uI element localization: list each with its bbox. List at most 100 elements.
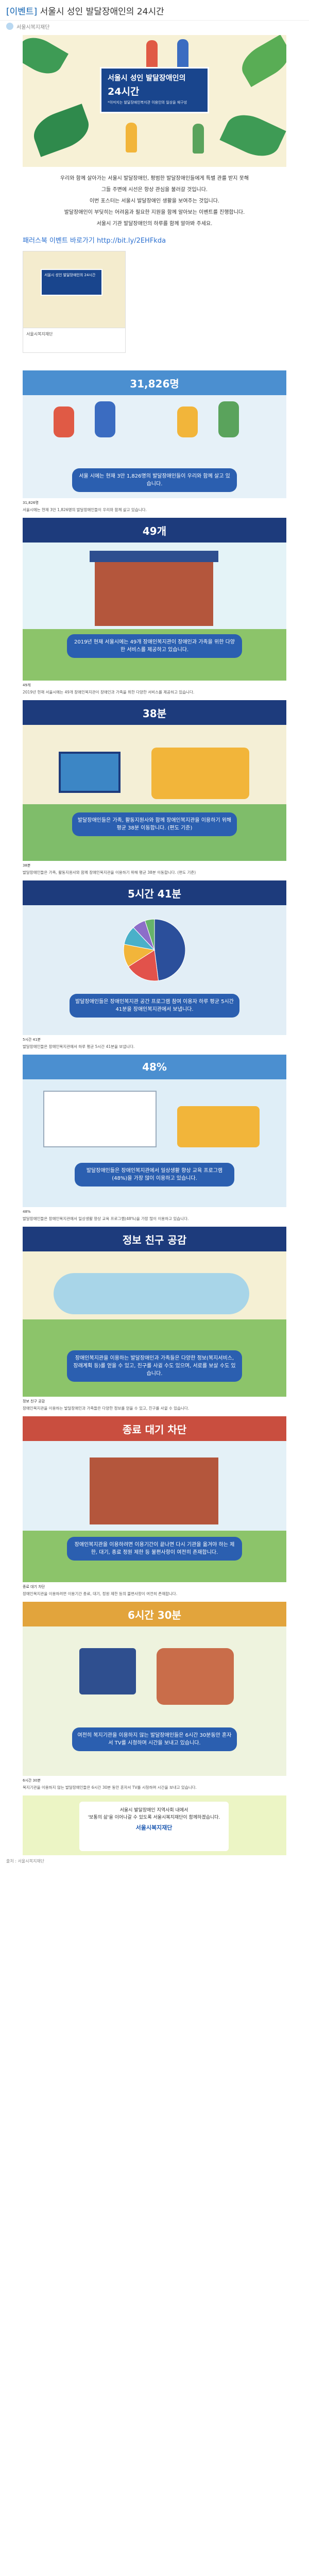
intro-line: 서울시 기관 발달장애인의 하루를 함께 알아봐 주세요.: [96, 221, 213, 227]
section-31826: 31,826명 서울 시에는 현재 3만 1,826명의 발달장애인들이 우리와…: [23, 370, 286, 498]
source-note: 출처 : 서울시복지재단: [6, 1859, 45, 1863]
hero-poster: 서울시 성인 발달장애인의 24시간 *이미지는 발달장애인복지관 이용인의 일…: [23, 35, 286, 167]
author-name[interactable]: 서울시복지재단: [16, 24, 50, 30]
person-illustration: [177, 39, 188, 69]
stat-description: 장애인복지관을 이용하는 발달장애인과 가족들은 다양한 정보(복지서비스, 장…: [67, 1350, 242, 1382]
caption-text: 장애인복지관을 이용하는 발달장애인과 가족들은 다양한 정보를 얻을 수 있고…: [23, 1406, 190, 1411]
caption-text: 발달장애인들은 장애인복지관에서 하루 평균 5시간 41분을 보냅니다.: [23, 1044, 135, 1049]
footer-banner: 서울시 발달장애인 지역사회 내에서 '보통의 삶'을 이어나갈 수 있도록 서…: [23, 1795, 286, 1855]
hero-title-card: 서울시 성인 발달장애인의 24시간 *이미지는 발달장애인복지관 이용인의 일…: [100, 67, 209, 113]
section-48pct: 48% 발달장애인들은 장애인복지관에서 일상생활 향상 교육 프로그램(48%…: [23, 1055, 286, 1207]
sofa-illustration: [157, 1648, 234, 1705]
caption-title: 6시간 30분: [23, 1778, 41, 1783]
stat-band: 49개: [23, 518, 286, 543]
leaf-decoration: [235, 35, 286, 87]
leaf-decoration: [23, 35, 68, 81]
person-illustration: [54, 406, 74, 437]
author-avatar[interactable]: [6, 23, 13, 30]
classroom-illustration: [177, 1106, 260, 1147]
link-preview-caption[interactable]: 서울시복지재단: [23, 328, 126, 353]
caption-title: 정보 친구 공감: [23, 1399, 45, 1403]
whiteboard-illustration: [43, 1091, 157, 1147]
bus-illustration: [151, 748, 249, 799]
stat-band: 48%: [23, 1055, 286, 1079]
stat-description: 발달장애인들은 가족, 활동지원사와 함께 장애인복지관을 이용하기 위해 평균…: [72, 812, 237, 836]
caption-title: 38분: [23, 863, 31, 868]
link-preview-title: 서울시 성인 발달장애인의 24시간: [41, 269, 102, 296]
person-illustration: [146, 40, 158, 70]
stat-description: 2019년 현재 서울시에는 49개 장애인복지관이 장애인과 가족을 위한 다…: [67, 634, 242, 658]
caption-title: 종료 대기 차단: [23, 1585, 45, 1589]
intro-line: 이번 포스터는 서울시 발달장애인 생활을 보여주는 것입니다.: [89, 198, 220, 204]
footer-line1: 서울시 발달장애인 지역사회 내에서: [119, 1808, 188, 1813]
section-caption: 49개 2019년 현재 서울시에는 49개 장애인복지관이 장애인과 가족을 위…: [0, 681, 309, 700]
stat-description: 발달장애인들은 장애인복지관에서 일상생활 향상 교육 프로그램(48%)을 가…: [75, 1163, 234, 1187]
event-link-url[interactable]: http://bit.ly/2EHFkda: [96, 237, 166, 245]
leaf-decoration: [28, 104, 94, 157]
caption-text: 서울시에는 현재 3만 1,826명의 발달장애인들이 우리와 함께 살고 있습…: [23, 507, 147, 512]
person-illustration: [177, 406, 198, 437]
stat-band: 6시간 30분: [23, 1602, 286, 1626]
pie-slice: [128, 950, 159, 981]
caption-text: 장애인복지관을 이용하려면 이용기간 종료, 대기, 정원 제한 등의 불편사항…: [23, 1591, 178, 1596]
person-illustration: [193, 124, 204, 154]
intro-text: 우리와 함께 살아가는 서울시 발달장애인, 평범한 발달장애인들에게 특별 관…: [0, 167, 309, 228]
caption-text: 2019년 현재 서울시에는 49개 장애인복지관이 장애인과 가족을 위한 다…: [23, 690, 195, 694]
event-link[interactable]: 패러스북 이벤트 바로가기 http://bit.ly/2EHFkda: [0, 231, 309, 249]
leaf-decoration: [219, 107, 286, 164]
building-illustration: [95, 559, 213, 626]
section-630: 6시간 30분 여전히 복지기관을 이용하지 않는 발달장애인들은 6시간 30…: [23, 1602, 286, 1776]
section-caption: 38분 발달장애인들은 가족, 활동지원사와 함께 장애인복지관을 이용하기 위해…: [0, 861, 309, 880]
person-illustration: [218, 401, 239, 437]
hero-line2: 24시간: [108, 86, 140, 97]
footer-brand: 서울시복지재단: [135, 1824, 173, 1831]
section-38min: 38분 발달장애인들은 가족, 활동지원사와 함께 장애인복지관을 이용하기 위…: [23, 700, 286, 861]
picnic-illustration: [54, 1273, 249, 1314]
caption-text: 발달장애인들은 장애인복지관에서 일상생활 향상 교육 프로그램(48%)을 가…: [23, 1216, 189, 1221]
link-preview-image[interactable]: 서울시 성인 발달장애인의 24시간: [23, 251, 126, 328]
section-end-wait: 종료 대기 차단 장애인복지관을 이용하려면 이용기간이 끝나면 다시 기관을 …: [23, 1416, 286, 1582]
stat-band: 31,826명: [23, 370, 286, 395]
intro-line: 그들 주변에 시선은 항상 관심을 불러갈 것입니다.: [101, 187, 208, 193]
footer-line2: '보통의 삶'을 이어나갈 수 있도록 서울시복지재단이 함께하겠습니다.: [88, 1815, 220, 1820]
bus-stop-illustration: [59, 752, 121, 793]
hero-sub: *이미지는 발달장애인복지관 이용인의 일상을 재구성: [108, 100, 187, 105]
stat-description: 장애인복지관을 이용하려면 이용기간이 끝나면 다시 기관을 옮겨야 하는 제한…: [67, 1537, 242, 1561]
post-tag: [이벤트]: [6, 7, 38, 17]
section-49: 49개 2019년 현재 서울시에는 49개 장애인복지관이 장애인과 가족을 …: [23, 518, 286, 681]
stat-band: 5시간 41분: [23, 880, 286, 905]
person-illustration: [95, 401, 115, 437]
stat-band: 38분: [23, 700, 286, 725]
footer-card: 서울시 발달장애인 지역사회 내에서 '보통의 삶'을 이어나갈 수 있도록 서…: [79, 1802, 229, 1851]
stat-band: 정보 친구 공감: [23, 1227, 286, 1251]
caption-text: 복지기관을 이용하지 않는 발달장애인들은 6시간 30분 동안 혼자서 TV를…: [23, 1785, 197, 1790]
stat-description: 여전히 복지기관을 이용하지 않는 발달장애인들은 6시간 30분동안 혼자서 …: [72, 1727, 237, 1751]
tv-illustration: [79, 1648, 136, 1694]
pie-slice: [154, 919, 186, 981]
intro-line: 우리와 함께 살아가는 서울시 발달장애인, 평범한 발달장애인들에게 특별 관…: [60, 176, 249, 181]
stat-band: 종료 대기 차단: [23, 1416, 286, 1441]
post-title-text: 서울시 성인 발달장애인의 24시간: [40, 7, 164, 17]
person-illustration: [126, 123, 137, 152]
caption-title: 5시간 41분: [23, 1038, 41, 1042]
stat-description: 발달장애인들은 장애인복지관 공간 프로그램 참여 이용자 하루 평균 5시간 …: [70, 994, 239, 1018]
pie-slice: [144, 919, 155, 951]
section-info-friend: 정보 친구 공감 장애인복지관을 이용하는 발달장애인과 가족들은 다양한 정보…: [23, 1227, 286, 1397]
stat-description: 서울 시에는 현재 3만 1,826명의 발달장애인들이 우리와 함께 살고 있…: [72, 468, 237, 492]
section-caption: 48% 발달장애인들은 장애인복지관에서 일상생활 향상 교육 프로그램(48%)…: [0, 1207, 309, 1227]
post-title: [이벤트] 서울시 성인 발달장애인의 24시간: [0, 0, 309, 21]
author-row: 서울시복지재단: [0, 21, 309, 32]
building-illustration: [90, 1458, 218, 1524]
hero-line1: 서울시 성인 발달장애인의: [108, 74, 186, 82]
caption-title: 31,826명: [23, 501, 39, 505]
event-link-label[interactable]: 패러스북 이벤트 바로가기: [23, 237, 95, 245]
pie-chart: [123, 919, 186, 981]
section-541: 5시간 41분 발달장애인들은 장애인복지관 공간 프로그램 참여 이용자 하루…: [23, 880, 286, 1035]
caption-title: 48%: [23, 1210, 31, 1214]
building-roof: [90, 551, 218, 562]
